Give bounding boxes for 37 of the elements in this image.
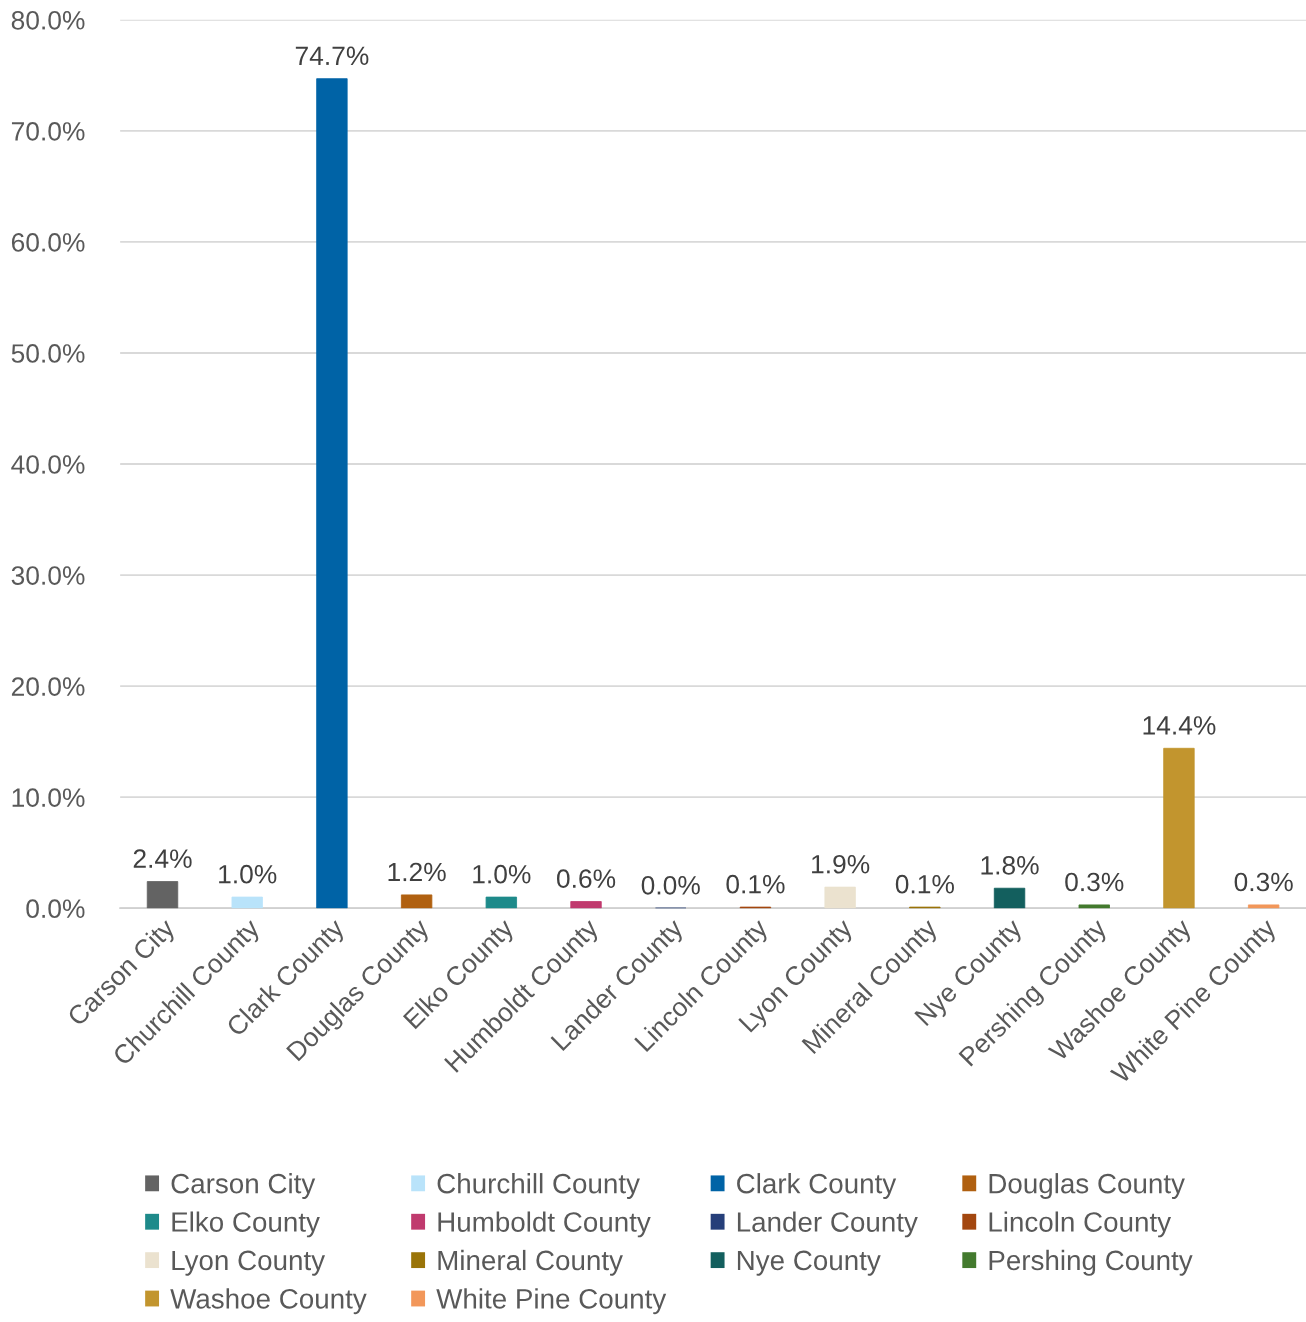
- y-tick-label: 40.0%: [11, 455, 85, 474]
- data-label: 1.0%: [219, 864, 277, 884]
- data-label: 0.0%: [641, 875, 700, 895]
- legend-label: Washoe County: [170, 1288, 367, 1315]
- data-label: 0.1%: [895, 874, 954, 894]
- data-label: 1.2%: [388, 862, 446, 882]
- data-label: 74.7%: [295, 46, 369, 66]
- data-label: 0.3%: [1234, 872, 1293, 892]
- y-tick-label: 50.0%: [11, 344, 85, 363]
- legend-label: Mineral County: [438, 1249, 623, 1276]
- legend-label: White Pine County: [436, 1288, 667, 1315]
- y-tick-label: 80.0%: [11, 10, 85, 30]
- y-tick-label: 10.0%: [12, 788, 85, 807]
- data-label: 0.1%: [726, 874, 785, 894]
- legend-label: Nye County: [737, 1250, 881, 1276]
- legend-label: Humboldt County: [438, 1211, 651, 1238]
- data-label: 0.3%: [1065, 872, 1124, 892]
- data-label: 0.6%: [556, 869, 616, 888]
- legend-label: Lincoln County: [989, 1211, 1172, 1238]
- legend-label: Churchill County: [437, 1173, 640, 1199]
- data-label: 1.8%: [981, 855, 1039, 875]
- legend-label: Clark County: [737, 1173, 897, 1199]
- data-label: 1.0%: [473, 864, 531, 884]
- legend-label: Lander County: [737, 1211, 918, 1238]
- y-tick-label: 30.0%: [11, 566, 85, 585]
- legend-label: Carson City: [171, 1173, 316, 1199]
- data-label: 14.4%: [1143, 716, 1216, 735]
- legend-label: Pershing County: [989, 1249, 1193, 1276]
- y-tick-label: 70.0%: [11, 122, 85, 141]
- legend-label: Elko County: [172, 1211, 320, 1238]
- y-tick-label: 20.0%: [11, 677, 85, 696]
- legend-label: Lyon County: [172, 1250, 326, 1276]
- data-label: 1.9%: [812, 854, 870, 874]
- y-tick-label: 0.0%: [26, 899, 85, 919]
- legend-label: Douglas County: [989, 1173, 1185, 1199]
- data-label: 2.4%: [133, 849, 192, 868]
- y-tick-label: 60.0%: [11, 233, 85, 252]
